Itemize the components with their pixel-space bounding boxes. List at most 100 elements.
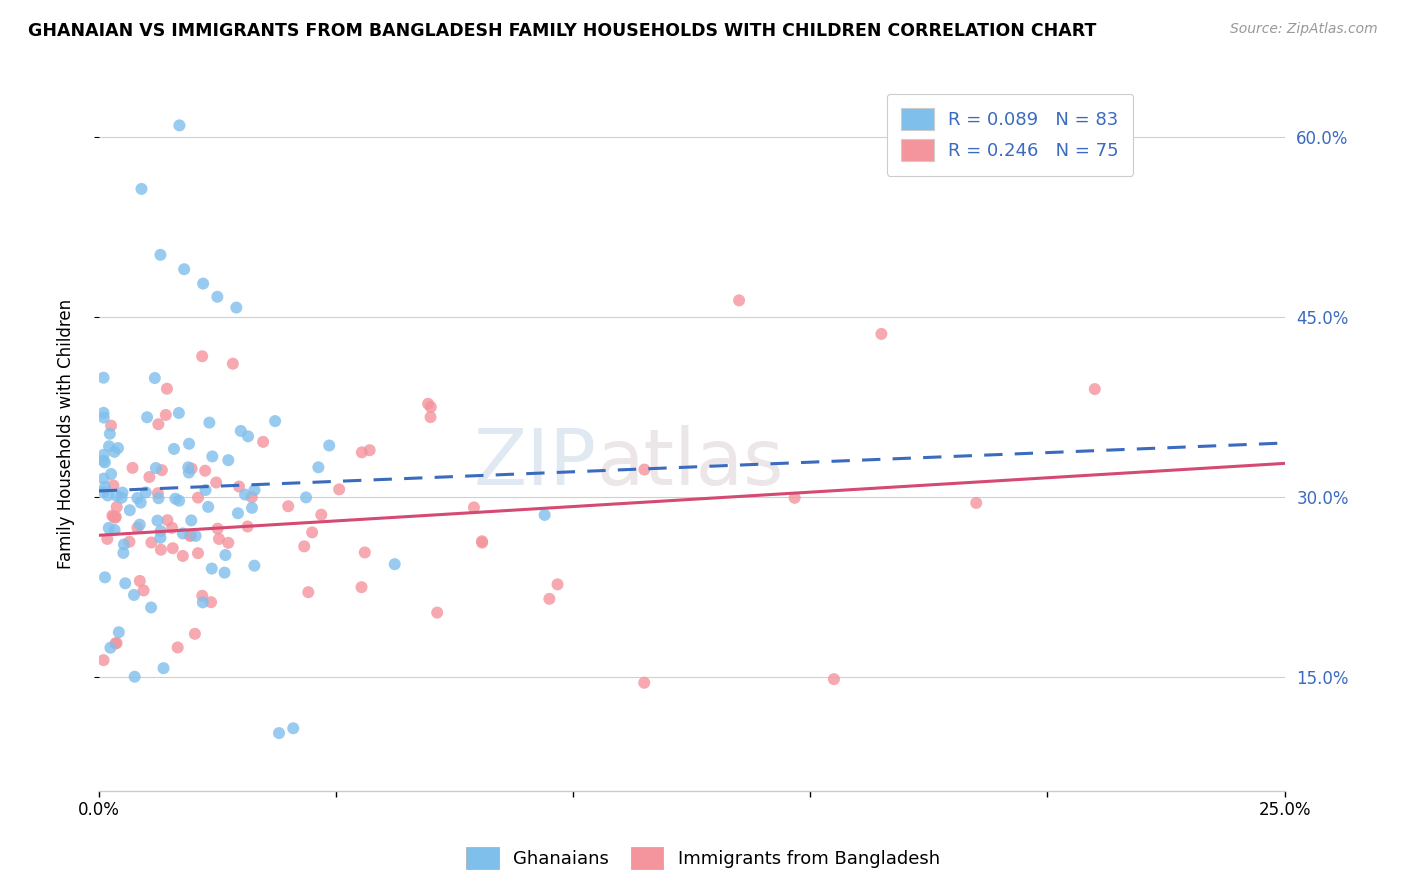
Point	[104, 510, 127, 524]
Point	[353, 545, 375, 559]
Point	[295, 491, 318, 505]
Point	[243, 483, 266, 497]
Point	[214, 566, 236, 580]
Point	[122, 588, 145, 602]
Point	[127, 491, 149, 505]
Point	[128, 517, 150, 532]
Point	[105, 500, 128, 514]
Point	[165, 491, 187, 506]
Point	[419, 400, 441, 414]
Point	[180, 513, 202, 527]
Point	[416, 397, 439, 411]
Point	[201, 561, 224, 575]
Point	[426, 606, 449, 620]
Point	[197, 500, 219, 514]
Point	[93, 406, 115, 420]
Point	[205, 475, 228, 490]
Point	[114, 576, 136, 591]
Point	[103, 478, 125, 492]
Point	[267, 726, 290, 740]
Point	[124, 670, 146, 684]
Point	[148, 417, 170, 432]
Point	[162, 541, 184, 556]
Point	[471, 534, 494, 549]
Point	[547, 577, 569, 591]
Point	[108, 625, 131, 640]
Point	[180, 528, 202, 542]
Point	[187, 546, 209, 560]
Point	[94, 480, 117, 494]
Point	[240, 500, 263, 515]
Point	[141, 535, 163, 549]
Point	[823, 672, 845, 686]
Point	[93, 453, 115, 467]
Point	[155, 408, 177, 422]
Point	[471, 535, 494, 549]
Point	[150, 463, 173, 477]
Point	[166, 640, 188, 655]
Point	[359, 443, 381, 458]
Point	[100, 640, 122, 655]
Point	[191, 277, 214, 291]
Point	[149, 531, 172, 545]
Point	[93, 653, 115, 667]
Point	[350, 445, 373, 459]
Point	[225, 301, 247, 315]
Point	[207, 290, 229, 304]
Point	[100, 467, 122, 481]
Point	[283, 721, 305, 735]
Point	[112, 537, 135, 551]
Point	[191, 595, 214, 609]
Point	[103, 445, 125, 459]
Point	[172, 526, 194, 541]
Point	[101, 508, 124, 523]
Point	[138, 470, 160, 484]
Point	[177, 437, 200, 451]
Point	[93, 410, 115, 425]
Point	[194, 464, 217, 478]
Point	[105, 636, 128, 650]
Point	[292, 540, 315, 554]
Point	[177, 460, 200, 475]
Legend: Ghanaians, Immigrants from Bangladesh: Ghanaians, Immigrants from Bangladesh	[457, 838, 949, 879]
Point	[97, 488, 120, 502]
Point	[167, 493, 190, 508]
Point	[146, 486, 169, 500]
Point	[118, 503, 141, 517]
Legend: R = 0.089   N = 83, R = 0.246   N = 75: R = 0.089 N = 83, R = 0.246 N = 75	[887, 94, 1133, 176]
Point	[277, 500, 299, 514]
Point	[128, 574, 150, 588]
Point	[149, 524, 172, 538]
Point	[728, 293, 751, 308]
Point	[222, 357, 245, 371]
Point	[167, 406, 190, 420]
Point	[633, 462, 655, 476]
Point	[236, 429, 259, 443]
Point	[97, 521, 120, 535]
Point	[179, 529, 201, 543]
Point	[172, 549, 194, 563]
Point	[233, 487, 256, 501]
Point	[201, 450, 224, 464]
Point	[384, 558, 406, 572]
Point	[226, 506, 249, 520]
Point	[207, 522, 229, 536]
Point	[149, 248, 172, 262]
Point	[533, 508, 555, 522]
Point	[200, 595, 222, 609]
Text: GHANAIAN VS IMMIGRANTS FROM BANGLADESH FAMILY HOUSEHOLDS WITH CHILDREN CORRELATI: GHANAIAN VS IMMIGRANTS FROM BANGLADESH F…	[28, 22, 1097, 40]
Point	[152, 661, 174, 675]
Point	[111, 485, 134, 500]
Point	[156, 382, 179, 396]
Point	[350, 580, 373, 594]
Point	[177, 466, 200, 480]
Point	[132, 583, 155, 598]
Point	[131, 182, 153, 196]
Point	[104, 636, 127, 650]
Point	[104, 509, 127, 524]
Point	[93, 448, 115, 462]
Point	[146, 514, 169, 528]
Point	[228, 479, 250, 493]
Point	[145, 461, 167, 475]
Point	[191, 589, 214, 603]
